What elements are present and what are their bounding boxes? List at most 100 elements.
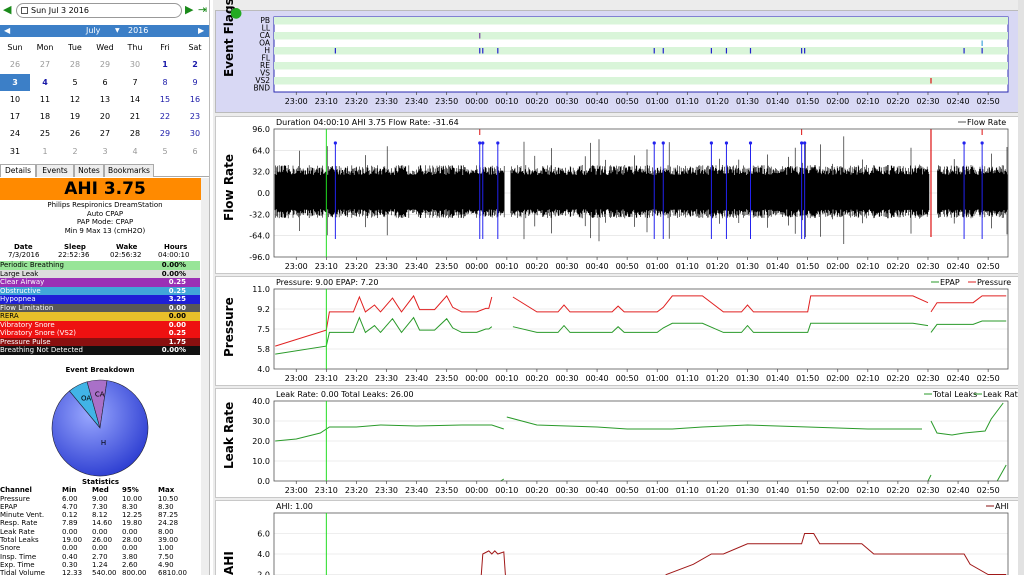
weekday-label: Wed [96, 43, 114, 52]
calendar-day[interactable]: 4 [132, 146, 138, 156]
calendar-day[interactable]: 10 [9, 94, 21, 104]
next-month-icon[interactable]: ▶ [198, 26, 205, 35]
calendar-day[interactable]: 15 [159, 94, 171, 104]
stats-title: Statistics [0, 478, 200, 486]
y-tick-label: 7.5 [257, 325, 270, 334]
calendar-day[interactable]: 1 [42, 146, 48, 156]
calendar-day[interactable]: 20 [99, 112, 111, 122]
x-tick-label: 02:30 [916, 374, 939, 383]
calendar-day[interactable]: 24 [9, 129, 21, 139]
calendar-day[interactable]: 26 [69, 129, 81, 139]
calendar-day[interactable]: 3 [0, 73, 30, 91]
calendar-day[interactable]: 12 [69, 94, 81, 104]
y-tick-label: 0.0 [257, 189, 270, 198]
x-tick-label: 00:30 [555, 374, 578, 383]
x-tick-label: 02:30 [916, 262, 939, 271]
hypopnea-dot [803, 141, 807, 145]
stats-cell: 0.00 [122, 544, 138, 553]
y-tick-label: 32.0 [252, 168, 270, 177]
y-tick-label: 4.0 [257, 550, 270, 559]
calendar-day[interactable]: 17 [9, 112, 21, 122]
prev-month-icon[interactable]: ◀ [4, 26, 11, 35]
calendar-day[interactable]: 30 [129, 60, 141, 70]
tab-notes[interactable]: Notes [74, 164, 104, 177]
tab-events[interactable]: Events [36, 164, 74, 177]
calendar-day[interactable]: 11 [39, 94, 51, 104]
calendar-day[interactable]: 25 [39, 129, 51, 139]
next-day-icon[interactable]: ▶ [185, 3, 194, 16]
month-select[interactable]: July [86, 26, 101, 35]
calendar-day[interactable]: 2 [72, 146, 78, 156]
x-tick-label: 01:40 [766, 262, 789, 271]
calendar-day[interactable]: 29 [99, 60, 111, 70]
calendar-day[interactable]: 14 [129, 94, 141, 104]
calendar-day[interactable]: 1 [162, 60, 168, 70]
chart-info: Pressure: 9.00 EPAP: 7.20 [276, 278, 378, 287]
x-tick-label: 02:20 [886, 97, 909, 106]
event-pie-chart: OA CA H [51, 379, 149, 477]
prev-day-icon[interactable]: ◀ [3, 3, 12, 16]
stats-cell: 4.70 [62, 502, 78, 511]
stats-cell: 8.12 [92, 511, 108, 520]
x-tick-label: 02:40 [947, 486, 970, 495]
stats-row: EPAP 4.70 7.30 8.30 8.30 [0, 503, 200, 511]
pie-label: CA [95, 391, 105, 399]
event-index-row: Clear Airway 0.25 [0, 278, 200, 287]
pressure-line [275, 294, 1007, 347]
x-tick-label: 23:10 [315, 486, 338, 495]
x-tick-label: 00:00 [465, 374, 488, 383]
weekday-label: Fri [160, 43, 170, 52]
plot-frame [273, 400, 1009, 482]
stats-cell: 4.90 [158, 560, 174, 569]
calendar-day[interactable]: 28 [69, 60, 81, 70]
calendar-day[interactable]: 6 [102, 77, 108, 87]
calendar-day[interactable]: 2 [192, 60, 198, 70]
tab-bookmarks[interactable]: Bookmarks [104, 164, 154, 177]
x-tick-label: 00:10 [495, 486, 518, 495]
calendar-day[interactable]: 4 [42, 77, 48, 87]
calendar-day[interactable]: 23 [189, 112, 201, 122]
calendar-day[interactable]: 9 [192, 77, 198, 87]
sidebar-scrollbar[interactable] [201, 178, 209, 575]
calendar-week: 26 27 28 29 30 1 2 [0, 56, 209, 73]
x-tick-label: 00:50 [616, 262, 639, 271]
graph-scrollbar[interactable] [1018, 0, 1024, 575]
calendar-day[interactable]: 8 [162, 77, 168, 87]
calendar-day[interactable]: 3 [102, 146, 108, 156]
flag-row-label: H [264, 46, 270, 55]
flag-row-band [274, 32, 1008, 40]
calendar-day[interactable]: 29 [159, 129, 171, 139]
calendar-day[interactable]: 13 [99, 94, 111, 104]
calendar-day[interactable]: 28 [129, 129, 141, 139]
calendar-day[interactable]: 7 [132, 77, 138, 87]
calendar-day[interactable]: 27 [39, 60, 51, 70]
x-tick-label: 02:30 [916, 486, 939, 495]
x-tick-label: 01:30 [736, 97, 759, 106]
calendar-day[interactable]: 16 [189, 94, 201, 104]
calendar-day[interactable]: 18 [39, 112, 51, 122]
calendar-day[interactable]: 19 [69, 112, 81, 122]
chevron-down-icon[interactable]: ▼ [115, 27, 120, 34]
year-select[interactable]: 2016 [128, 26, 149, 35]
calendar-day[interactable]: 30 [189, 129, 201, 139]
stats-cell: Snore [0, 544, 21, 553]
x-tick-label: 00:20 [525, 97, 548, 106]
pin-icon[interactable]: ● [230, 5, 243, 21]
last-day-icon[interactable]: ⇥ [198, 3, 208, 16]
stats-cell: 0.40 [62, 552, 78, 561]
date-picker[interactable]: Sun Jul 3 2016 [16, 3, 182, 18]
pressure-panel: Pressure Pressure: 9.00 EPAP: 7.20 EPAP Pr… [215, 276, 1022, 386]
calendar-day[interactable]: 31 [9, 146, 21, 156]
stats-row: Leak Rate 0.00 0.00 0.00 8.00 [0, 528, 200, 536]
stats-header: Med [92, 486, 109, 495]
x-tick-label: 02:40 [947, 97, 970, 106]
calendar-day[interactable]: 21 [129, 112, 141, 122]
calendar-day[interactable]: 5 [72, 77, 78, 87]
calendar-day[interactable]: 26 [9, 60, 21, 70]
calendar-day[interactable]: 6 [192, 146, 198, 156]
calendar-day[interactable]: 5 [162, 146, 168, 156]
tab-details[interactable]: Details [0, 164, 36, 177]
calendar-day[interactable]: 27 [99, 129, 111, 139]
calendar-week: 10 11 12 13 14 15 16 [0, 91, 209, 108]
calendar-day[interactable]: 22 [159, 112, 171, 122]
